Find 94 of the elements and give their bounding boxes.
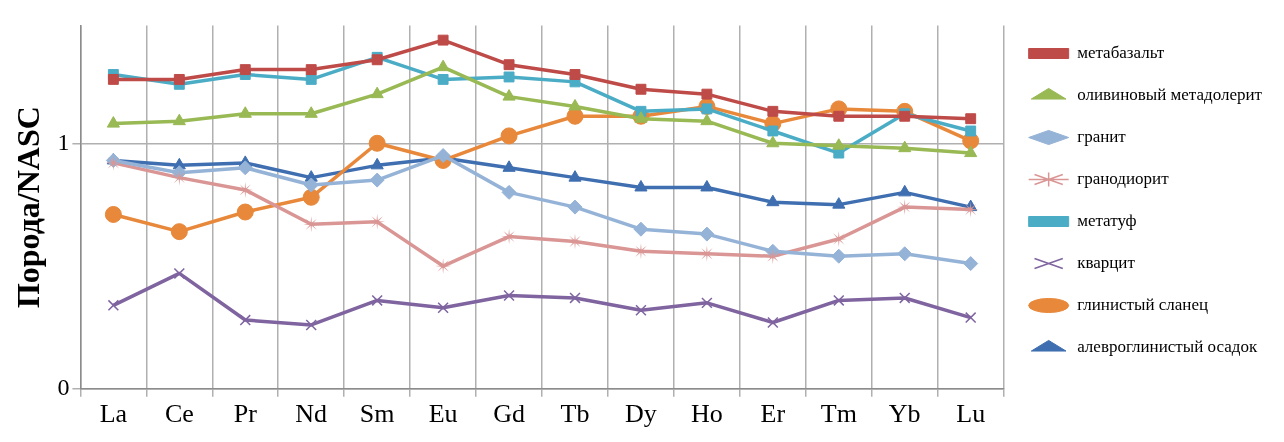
point [305,319,317,331]
x-tick-label: Tb [560,399,590,429]
x-tick-label: Tm [820,399,857,429]
point [303,177,319,193]
x-tick-label: Sm [359,399,395,429]
point [634,179,648,192]
point [767,125,779,137]
point [833,294,845,307]
point [239,314,251,326]
x-tick-label: Lu [956,399,986,429]
point [237,160,253,176]
x-tick-label: Pr [233,399,258,429]
point [964,311,977,324]
point [567,199,583,215]
point [369,172,385,188]
point [305,73,317,85]
point [569,292,581,304]
y-axis-title: Порода/NASC [10,106,47,309]
point [170,223,188,241]
point [437,34,449,46]
point [437,73,449,85]
point [106,116,120,128]
point [437,302,449,314]
legend-label: метабазальт [1077,42,1165,62]
point [965,125,977,137]
legend-label: гранит [1077,126,1127,146]
point [502,160,516,172]
point [370,86,384,99]
point [238,106,252,118]
point [766,194,780,207]
point [899,292,911,304]
point [833,110,845,122]
point [173,267,186,280]
point [503,289,515,302]
point [701,88,713,100]
x-tick-label: Eu [428,399,458,429]
point [370,157,384,170]
legend-label: кварцит [1077,252,1136,272]
point [634,111,648,123]
point [766,135,780,148]
legend-label: метатуф [1077,210,1137,230]
point [633,221,649,237]
point [502,89,516,101]
point [832,138,846,150]
point [503,59,515,71]
point [104,205,122,223]
point [964,145,978,158]
x-tick-label: Er [760,399,786,429]
point [898,184,912,197]
point [965,113,977,125]
point [503,71,515,83]
point [963,256,979,272]
point [305,64,317,76]
point [173,73,185,85]
point [107,299,120,312]
point [635,304,647,316]
point [767,105,779,117]
x-tick-label: Nd [295,399,328,429]
legend-label: оливиновый метадолерит [1077,84,1263,104]
point [897,246,913,262]
point [832,197,846,209]
x-tick-label: Ce [164,399,194,429]
y-tick-label: 0 [57,374,70,401]
legend-label: глинистый сланец [1077,294,1209,314]
x-tick-label: La [99,399,128,429]
point [635,83,647,95]
point [700,113,714,126]
legend-label: алевроглинистый осадок [1077,336,1258,356]
point [304,106,318,118]
point [436,59,450,72]
point [501,184,517,200]
legend-label: гранодиорит [1077,168,1170,188]
point [700,179,714,192]
point [568,98,582,111]
x-tick-label: Gd [493,399,525,429]
point [898,140,912,153]
x-tick-label: Dy [625,399,657,429]
point [500,127,518,145]
x-tick-label: Yb [888,399,921,429]
point [368,134,386,152]
point [236,203,254,221]
point [371,294,383,307]
point [701,297,713,309]
point [568,170,582,182]
point [569,69,581,80]
point [239,64,251,76]
point [767,316,779,329]
point [107,73,119,85]
point [172,113,186,126]
point [831,248,847,264]
point [302,188,320,206]
y-tick-label: 1 [57,128,70,155]
x-tick-label: Ho [691,399,723,429]
point [699,226,715,242]
